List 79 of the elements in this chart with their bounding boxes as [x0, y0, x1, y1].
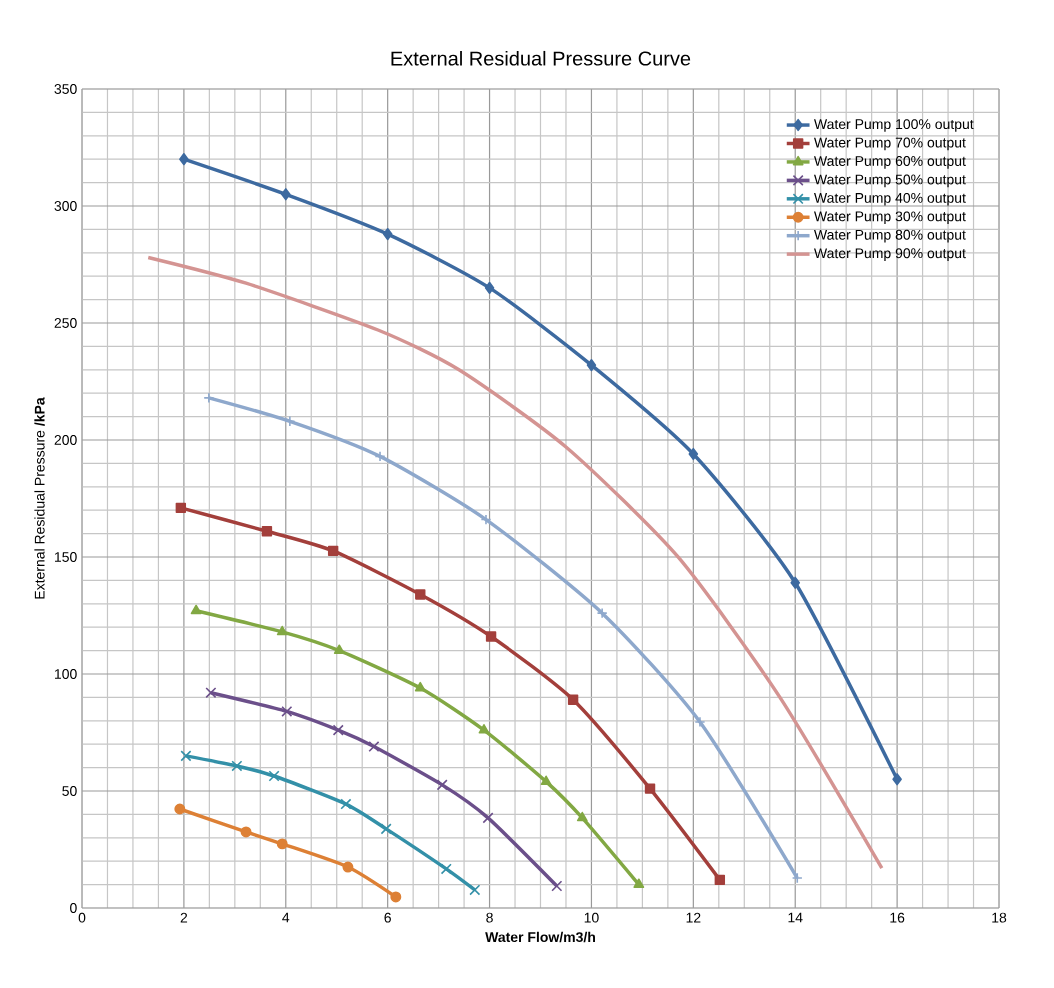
point [586, 358, 597, 372]
point [790, 576, 801, 589]
point [276, 625, 288, 636]
point [327, 545, 339, 557]
y-tick-label: 150 [55, 552, 77, 562]
point [175, 502, 187, 514]
x-tick-label: 4 [282, 912, 290, 923]
point [480, 514, 492, 526]
x-tick-label: 16 [890, 912, 905, 923]
x-tick-label: 12 [686, 912, 701, 923]
point [342, 861, 354, 873]
point [694, 716, 706, 728]
point [791, 872, 803, 884]
y-tick-label: 250 [54, 318, 77, 328]
point [485, 631, 497, 642]
point [469, 884, 481, 896]
y-tick-label: 50 [62, 786, 77, 796]
x-tick-label: 14 [788, 912, 803, 923]
y-tick-label: 350 [54, 84, 77, 94]
point [436, 779, 448, 791]
legend-label: Water Pump 60% output [814, 156, 966, 169]
x-tick-label: 2 [180, 912, 188, 923]
point [240, 826, 252, 838]
point [551, 880, 563, 892]
chart-title: External Residual Pressure Curve [391, 50, 691, 66]
y-axis-title: External Residual Pressure /kPa [34, 397, 45, 599]
point [415, 589, 426, 600]
point [714, 874, 726, 886]
point [205, 687, 217, 699]
point [478, 724, 490, 734]
point [174, 803, 186, 815]
point [261, 526, 273, 537]
legend-label: Water Pump 50% output [814, 174, 966, 188]
point [190, 604, 202, 615]
legend-label: Water Pump 80% output [814, 229, 966, 243]
point [281, 705, 293, 717]
y-tick-label: 100 [55, 669, 77, 679]
legend-label: Water Pump 30% output [814, 211, 966, 225]
point [567, 694, 579, 705]
point [382, 227, 393, 241]
point [644, 783, 656, 794]
point [414, 681, 426, 692]
point [688, 447, 699, 461]
point [390, 891, 402, 903]
y-tick-label: 300 [54, 201, 77, 211]
legend-label: Water Pump 100% output [814, 119, 974, 132]
legend-label: Water Pump 40% output [814, 192, 966, 206]
legend-label: Water Pump 90% output [814, 248, 966, 261]
y-tick-label: 200 [54, 435, 77, 445]
point [368, 741, 380, 753]
point [284, 415, 296, 427]
point [576, 811, 588, 822]
point [633, 878, 645, 889]
point [540, 775, 552, 786]
point [203, 392, 215, 404]
x-tick-label: 0 [78, 912, 86, 923]
point [180, 750, 192, 762]
point [276, 838, 288, 850]
y-tick-label: 0 [70, 903, 77, 913]
point [340, 798, 352, 810]
x-tick-label: 10 [584, 912, 599, 923]
point [332, 724, 344, 736]
point [596, 607, 608, 619]
point [484, 281, 495, 295]
x-tick-label: 8 [486, 912, 493, 923]
point [280, 188, 291, 201]
point [380, 823, 392, 835]
x-tick-label: 6 [384, 912, 391, 923]
x-axis-title: Water Flow/m3/h [485, 931, 595, 943]
point [179, 153, 189, 166]
point [374, 450, 386, 462]
point [482, 812, 494, 824]
point [440, 863, 452, 875]
point [268, 770, 280, 782]
point [333, 644, 345, 655]
point [231, 760, 243, 772]
point [892, 773, 902, 786]
legend-label: Water Pump 70% output [814, 137, 966, 151]
x-tick-label: 18 [992, 912, 1007, 923]
